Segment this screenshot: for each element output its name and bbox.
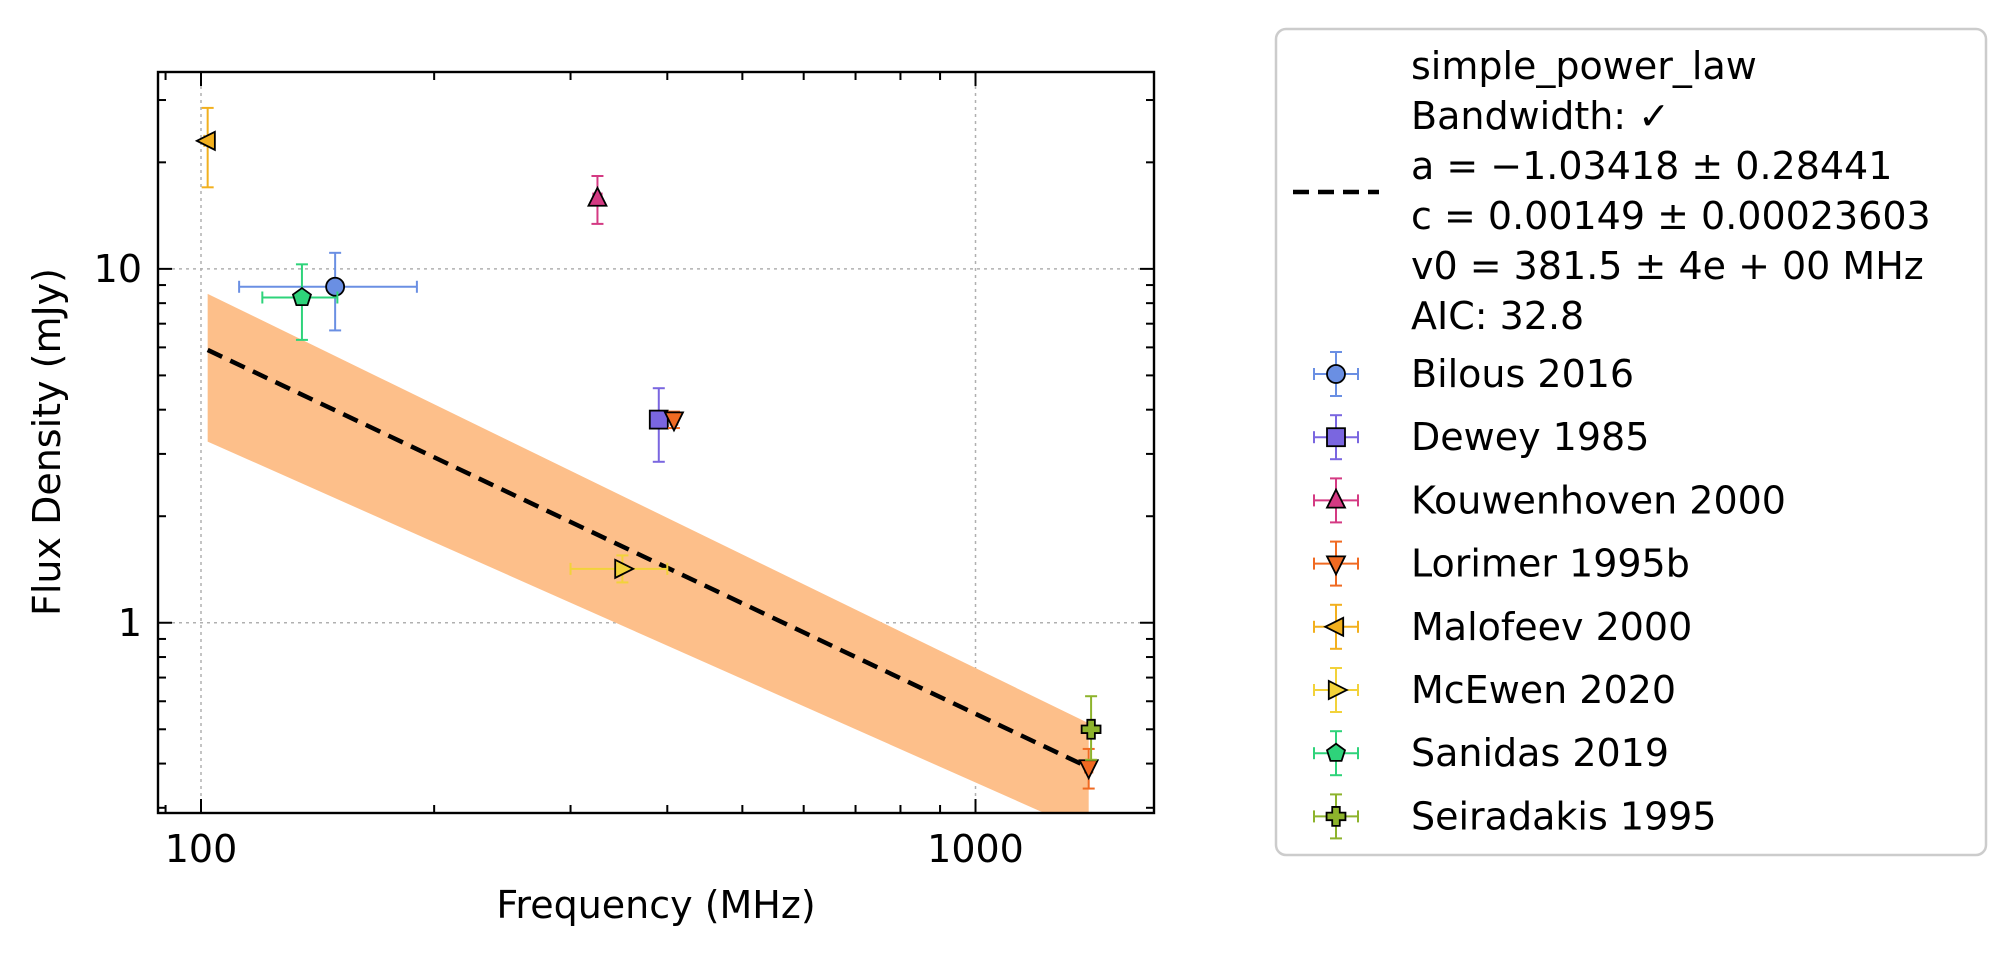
y-tick-label: 1 [118, 601, 142, 645]
legend-entry: Malofeev 2000 [1313, 603, 1692, 650]
legend-label: Dewey 1985 [1411, 415, 1649, 459]
legend-label: Lorimer 1995b [1411, 542, 1690, 586]
marker-triangle-right [614, 558, 636, 580]
data-point [261, 263, 339, 341]
x-axis-label: Frequency (MHz) [496, 883, 815, 927]
data-points [194, 106, 1102, 790]
y-axis-label: Flux Density (mJy) [25, 268, 69, 616]
data-point [587, 174, 608, 225]
legend-fit-text: c = 0.00149 ± 0.00023603 [1411, 194, 1931, 238]
fit-line-layer [206, 347, 1090, 770]
marker-triangle-down [1325, 555, 1347, 577]
legend-label: Sanidas 2019 [1411, 731, 1669, 775]
marker-pentagon [291, 286, 312, 307]
legend-entry: Lorimer 1995b [1313, 540, 1690, 587]
axis-ticks: 100 1000 1 10 [94, 72, 1154, 871]
marker-circle [1326, 364, 1346, 384]
legend-entry: Seiradakis 1995 [1313, 793, 1717, 840]
data-point [194, 106, 216, 189]
legend: simple_power_law Bandwidth: ✓ a = −1.03418… [1274, 27, 1988, 857]
legend-fit-text: v0 = 381.5 ± 4e + 00 MHz [1411, 244, 1924, 288]
legend-entry: Sanidas 2019 [1313, 730, 1669, 777]
fit-line [206, 347, 1090, 770]
marker-triangle-left [194, 130, 216, 152]
data-point [1080, 695, 1102, 761]
legend-entry: Dewey 1985 [1313, 414, 1649, 461]
legend-fit-text: a = −1.03418 ± 0.28441 [1411, 144, 1892, 188]
marker-circle [325, 276, 346, 297]
data-point [238, 251, 418, 332]
marker-square [1326, 427, 1346, 448]
marker-triangle-down [663, 411, 685, 433]
marker-triangle-up [1325, 487, 1347, 509]
legend-label: Bilous 2016 [1411, 352, 1634, 396]
legend-entry: Bilous 2016 [1313, 351, 1634, 397]
legend-entry: McEwen 2020 [1313, 667, 1676, 713]
fit-uncertainty-band [207, 293, 1089, 813]
fit-band [207, 293, 1089, 813]
legend-label: Seiradakis 1995 [1411, 794, 1717, 838]
marker-triangle-up [587, 185, 608, 207]
legend-entry: Kouwenhoven 2000 [1313, 477, 1786, 524]
data-point [1078, 747, 1100, 790]
marker-plus [1325, 806, 1347, 827]
x-tick-label: 1000 [927, 827, 1024, 871]
marker-plus [1080, 718, 1102, 740]
legend-fit-text: AIC: 32.8 [1411, 294, 1584, 338]
plot-frame [156, 70, 1156, 815]
x-tick-label: 100 [165, 827, 238, 871]
legend-label: Malofeev 2000 [1411, 605, 1692, 649]
marker-triangle-right [1327, 679, 1349, 701]
legend-fit-text: Bandwidth: ✓ [1411, 94, 1670, 138]
data-point [648, 387, 669, 463]
data-point [663, 410, 685, 433]
legend-label: McEwen 2020 [1411, 668, 1676, 712]
marker-triangle-left [1323, 616, 1345, 638]
y-tick-label: 10 [94, 247, 142, 291]
data-point [569, 554, 669, 584]
marker-pentagon [1325, 742, 1347, 762]
legend-fit-text: simple_power_law [1411, 44, 1757, 88]
legend-label: Kouwenhoven 2000 [1411, 478, 1786, 522]
legend-box [1274, 27, 1988, 857]
